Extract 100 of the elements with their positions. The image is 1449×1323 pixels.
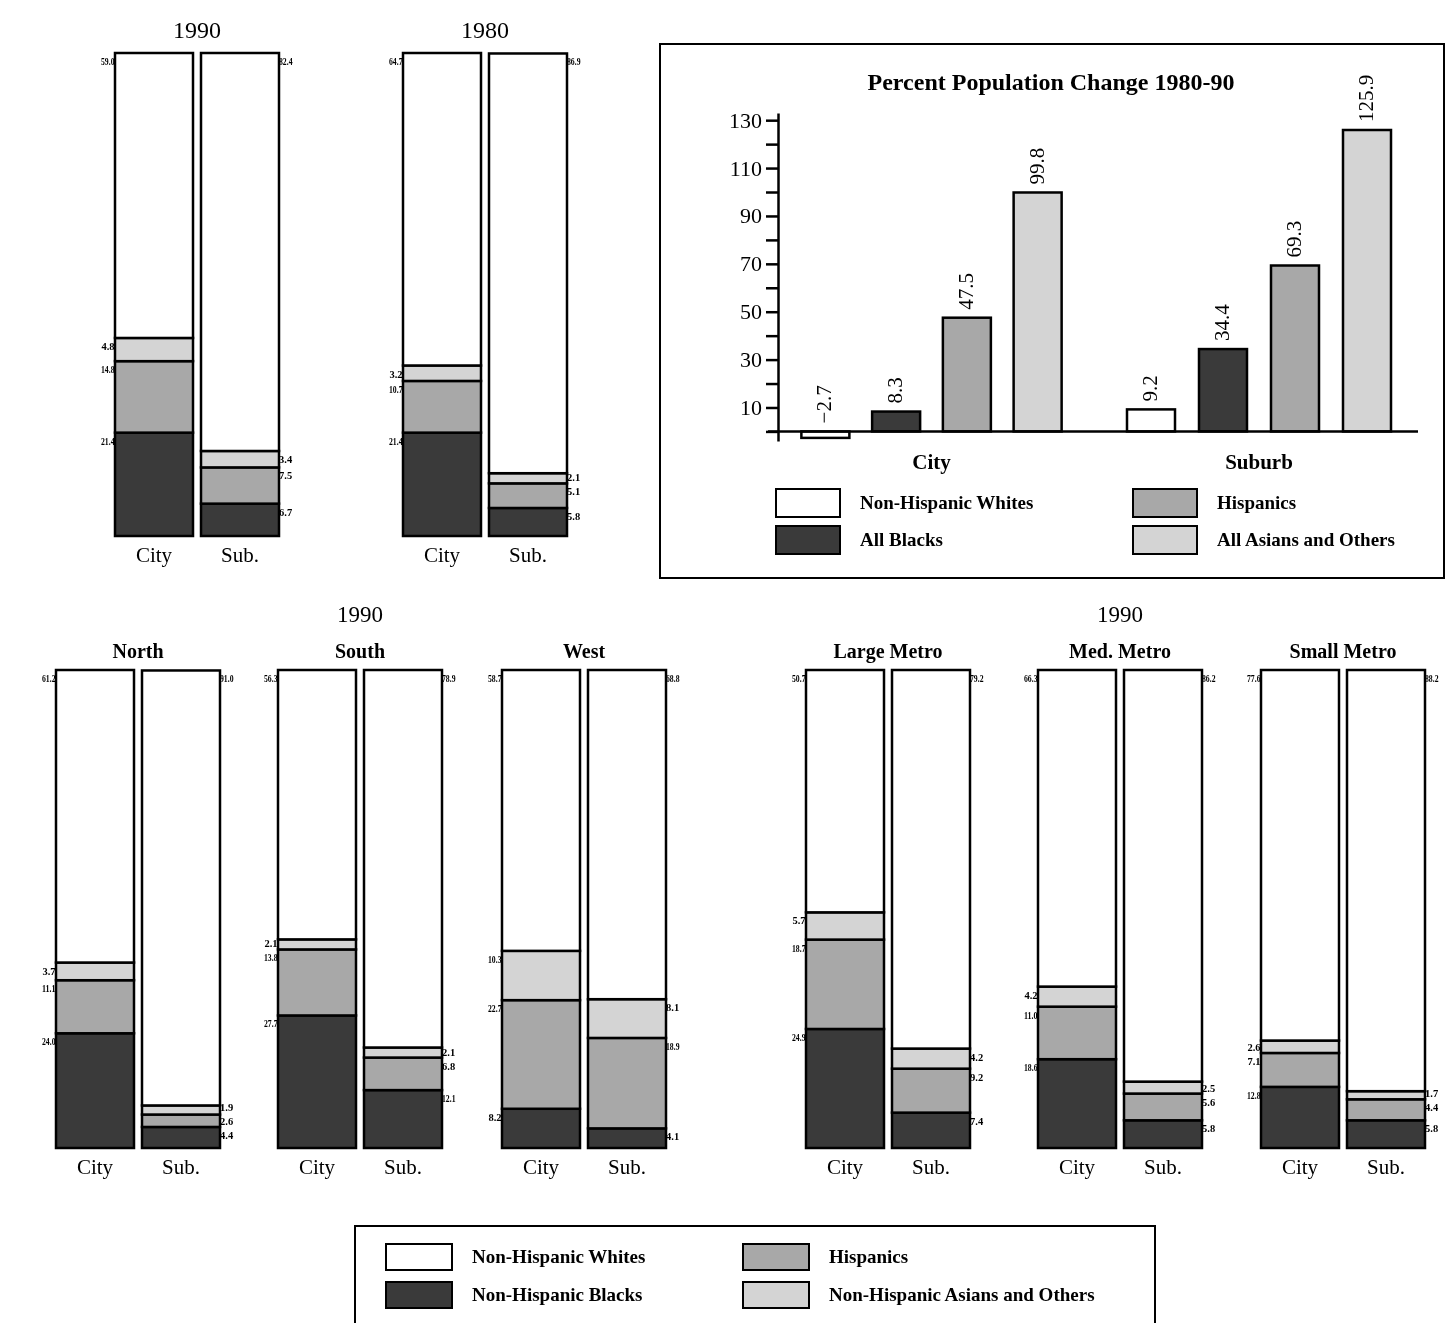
data-label: 21.4: [101, 435, 120, 447]
data-label: 4.8: [101, 340, 115, 352]
data-label: 3.7: [42, 965, 56, 977]
data-label: 10.7: [389, 383, 408, 395]
x-tick-label: Sub.: [1144, 1155, 1182, 1179]
data-label: 5.8: [567, 510, 581, 522]
data-label: 66.3: [1024, 673, 1043, 684]
data-label: 18.7: [792, 942, 811, 954]
data-label: 99.8: [1024, 147, 1049, 185]
data-label: 2.6: [220, 1115, 234, 1127]
x-tick-label: Sub.: [384, 1155, 422, 1179]
x-tick-label: City: [1058, 1155, 1096, 1179]
x-tick-label: City: [522, 1155, 560, 1179]
data-label: 47.5: [953, 272, 978, 310]
y-tick-label: 90: [740, 203, 762, 229]
data-label: 79.2: [970, 673, 989, 684]
data-label: 11.0: [1024, 1009, 1042, 1021]
x-tick-label: City: [135, 543, 173, 567]
chart-title: Med. Metro: [1069, 640, 1171, 662]
x-tick-label: Sub.: [1367, 1155, 1405, 1179]
data-label: 8.1: [666, 1002, 680, 1014]
chart-title: North: [112, 640, 164, 662]
data-label: 8.3: [883, 377, 908, 404]
data-label: 7.4: [970, 1115, 984, 1127]
chart-title: Large Metro: [833, 640, 943, 663]
chart-title: West: [562, 640, 606, 662]
data-label: 2.5: [1202, 1082, 1216, 1094]
data-label: 12.8: [1247, 1089, 1266, 1101]
legend-label: Non-Hispanic Whites: [472, 1246, 646, 1267]
y-tick-label: 30: [740, 347, 762, 373]
data-label: 11.1: [42, 983, 60, 995]
chart-title: 1980: [461, 17, 509, 43]
chart-title: Small Metro: [1289, 640, 1397, 662]
data-label: 9.2: [1138, 375, 1162, 402]
data-label: 5.8: [1425, 1123, 1439, 1135]
data-label: 24.0: [42, 1036, 61, 1048]
legend-label: All Asians and Others: [1217, 529, 1395, 550]
data-label: 2.1: [442, 1046, 456, 1058]
legend-label: Non-Hispanic Whites: [860, 492, 1034, 513]
data-label: 4.2: [970, 1051, 984, 1063]
data-label: 21.4: [389, 435, 408, 447]
data-label: 13.8: [264, 952, 283, 964]
data-label: 4.4: [220, 1129, 234, 1141]
data-label: 2.1: [567, 472, 581, 484]
data-label: 12.1: [442, 1093, 461, 1105]
x-tick-label: Sub.: [509, 543, 547, 567]
x-tick-label: City: [423, 543, 461, 567]
text: 1990: [337, 602, 383, 627]
data-label: 6.8: [442, 1060, 456, 1072]
data-label: 10.3: [488, 953, 507, 965]
data-label: 18.6: [1024, 1062, 1043, 1074]
data-label: 1.7: [1425, 1088, 1439, 1100]
x-tick-label: Suburb: [1225, 450, 1293, 474]
legend-label: Hispanics: [1217, 492, 1297, 513]
data-label: 77.6: [1247, 673, 1266, 684]
data-label: 4.1: [666, 1131, 680, 1143]
legend-label: Non-Hispanic Blacks: [472, 1284, 643, 1305]
data-label: 64.7: [389, 56, 408, 67]
data-label: 56.3: [264, 673, 283, 684]
data-label: 14.8: [101, 364, 120, 376]
legend-label: All Blacks: [860, 529, 943, 550]
data-label: 5.7: [792, 915, 806, 927]
data-label: 24.9: [792, 1031, 811, 1043]
x-tick-label: Sub.: [221, 543, 259, 567]
data-label: 2.1: [264, 938, 278, 950]
data-label: 8.2: [488, 1111, 502, 1123]
x-tick-label: City: [1281, 1155, 1319, 1179]
x-tick-label: City: [298, 1155, 336, 1179]
data-label: 2.6: [1247, 1041, 1261, 1053]
legend-label: Hispanics: [829, 1246, 909, 1267]
legend-label: Non-Hispanic Asians and Others: [829, 1284, 1095, 1305]
data-label: 50.7: [792, 673, 811, 684]
x-tick-label: Sub.: [162, 1155, 200, 1179]
data-label: 18.9: [666, 1040, 685, 1052]
data-label: 58.7: [488, 673, 507, 684]
data-label: 61.2: [42, 673, 61, 684]
data-label: 5.8: [1202, 1123, 1216, 1135]
data-label: 22.7: [488, 1003, 507, 1015]
data-label: 125.9: [1354, 74, 1378, 122]
y-tick-label: 70: [740, 251, 762, 277]
data-label: 4.2: [1024, 989, 1038, 1001]
data-label: 5.1: [567, 486, 581, 498]
x-tick-label: City: [912, 450, 952, 474]
data-label: 1.9: [220, 1101, 234, 1113]
data-label: 3.4: [279, 453, 293, 465]
data-label: 34.4: [1210, 303, 1234, 342]
y-tick-label: 50: [740, 299, 762, 325]
data-label: 27.7: [264, 1018, 283, 1030]
y-tick-label: 130: [729, 107, 762, 133]
y-tick-label: 110: [729, 155, 762, 181]
data-label: 59.0: [101, 56, 120, 67]
x-tick-label: City: [826, 1155, 864, 1179]
x-tick-label: City: [76, 1155, 114, 1179]
data-label: 7.1: [1247, 1055, 1261, 1067]
data-label: 5.6: [1202, 1096, 1216, 1108]
x-tick-label: Sub.: [608, 1155, 646, 1179]
data-label: 7.5: [279, 470, 293, 482]
data-label: 3.2: [389, 368, 403, 380]
y-tick-label: 10: [740, 395, 762, 421]
data-label: 4.4: [1425, 1102, 1439, 1114]
